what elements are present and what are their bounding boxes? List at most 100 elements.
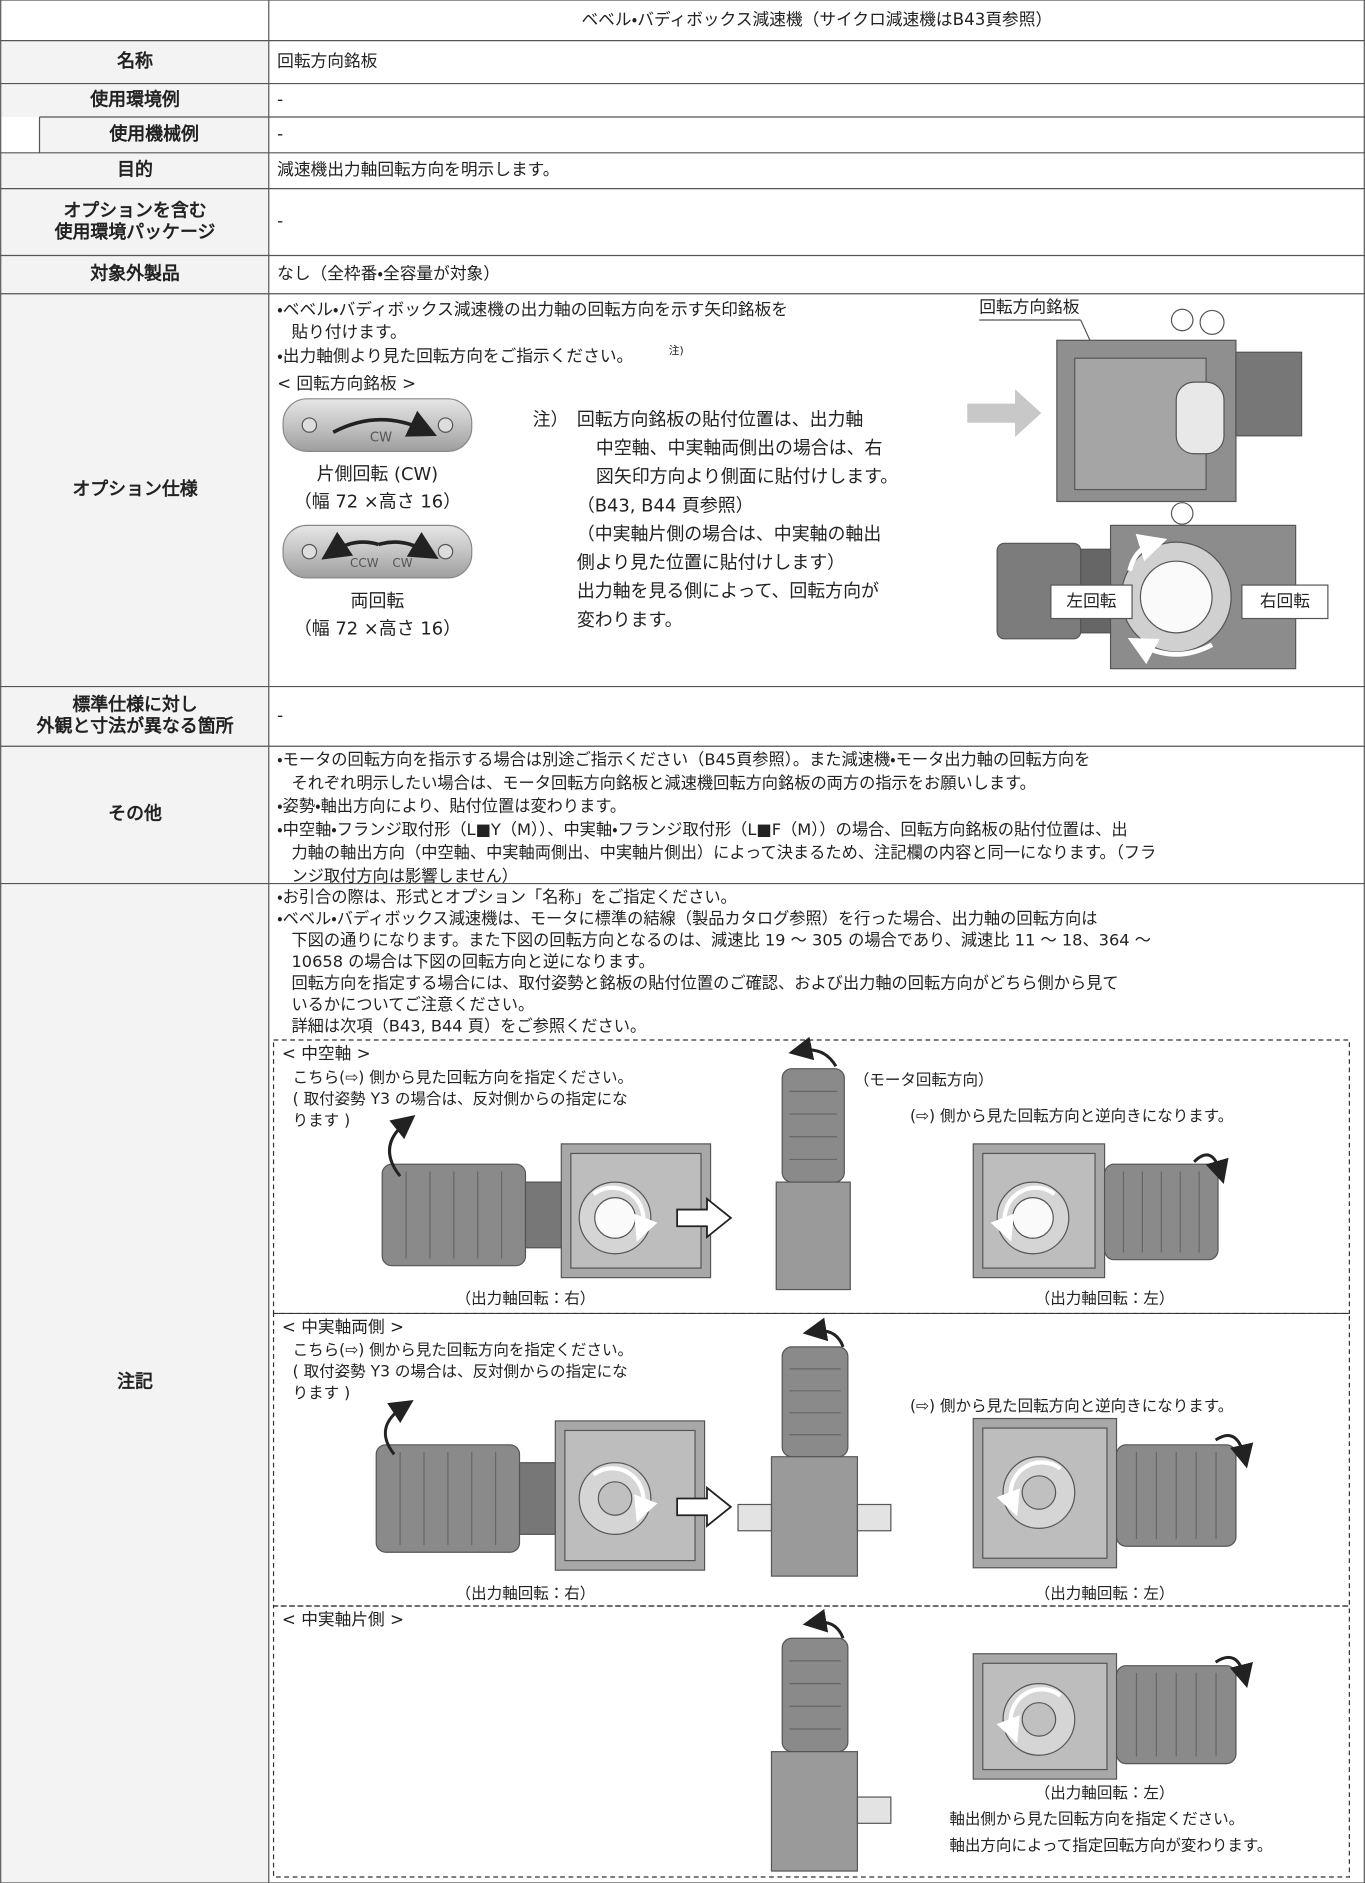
eye-bolt bbox=[1170, 502, 1194, 525]
row-value: - bbox=[277, 123, 283, 143]
note-line: 回転方向銘板の貼付位置は、出力軸 bbox=[577, 409, 864, 430]
note-line: （B43, B44 頁参照） bbox=[577, 495, 754, 516]
plate-size: （幅 72 ×高さ 16） bbox=[294, 618, 461, 639]
plate-size: （幅 72 ×高さ 16） bbox=[294, 492, 461, 513]
row-label: 目的 bbox=[117, 159, 153, 181]
plate-hole bbox=[437, 543, 454, 560]
plate-name: 片側回転 (CW) bbox=[317, 464, 438, 485]
figure-label: 回転方向銘板 bbox=[979, 297, 1080, 317]
plate-arrow bbox=[332, 410, 437, 437]
rotation-arrow bbox=[788, 1036, 838, 1068]
bullet: 貼り付けます。 bbox=[291, 322, 406, 342]
row-label: オプションを含む bbox=[63, 199, 206, 221]
rotation-arrow bbox=[1127, 533, 1168, 572]
row-value: なし（全枠番・全容量が対象） bbox=[277, 263, 500, 283]
instruction: こちら(⇨) 側から見た回転方向を指定ください。 bbox=[293, 1069, 633, 1087]
section-title: < 中実軸片側 > bbox=[282, 1609, 404, 1629]
figure-label: 左回転 bbox=[1066, 590, 1116, 610]
shaft bbox=[737, 1503, 773, 1532]
gearbox bbox=[770, 1751, 859, 1872]
row-value: - bbox=[277, 211, 283, 231]
note-line: （中実軸片側の場合は、中実軸の軸出 bbox=[577, 524, 881, 545]
output-bore bbox=[597, 1481, 633, 1516]
row-label: 外観と寸法が異なる箇所 bbox=[36, 715, 234, 737]
figure-label: 右回転 bbox=[1260, 590, 1310, 610]
row-value: - bbox=[277, 89, 283, 109]
section-title: < 中空軸 > bbox=[282, 1043, 371, 1063]
motor bbox=[1235, 351, 1303, 437]
rotation-arrow bbox=[1127, 638, 1214, 665]
sub-heading: < 回転方向銘板 > bbox=[277, 373, 416, 393]
row-label: 使用環境パッケージ bbox=[54, 222, 216, 243]
other-line: ・中空軸・フランジ取付形（L■Y（M））、中実軸・フランジ取付形（L■F（M））… bbox=[277, 820, 1127, 839]
instruction: こちら(⇨) 側から見た回転方向を指定ください。 bbox=[293, 1341, 633, 1359]
instruction: ( 取付姿勢 Y3 の場合は、反対側からの指定にな bbox=[293, 1090, 628, 1108]
rotation-arrow bbox=[996, 1687, 1062, 1744]
row-label: 注記 bbox=[117, 1371, 153, 1393]
remark-line: 10658 の場合は下図の回転方向と逆になります。 bbox=[291, 952, 654, 971]
label-box bbox=[1050, 584, 1133, 620]
row-label: 名称 bbox=[116, 50, 153, 72]
eye-bolt bbox=[1199, 309, 1225, 335]
row-label: 使用環境例 bbox=[89, 88, 180, 110]
remark-line: いるかについてご注意ください。 bbox=[291, 995, 534, 1014]
eye-bolt bbox=[1170, 308, 1194, 332]
gearbox bbox=[775, 1181, 851, 1291]
indent-space bbox=[0, 117, 40, 153]
other-line: ンジ取付方向は影響しません） bbox=[291, 867, 518, 886]
gearbox bbox=[770, 1456, 859, 1577]
row-label: オプション仕様 bbox=[72, 478, 198, 500]
instruction: ( 取付姿勢 Y3 の場合は、反対側からの指定にな bbox=[293, 1362, 628, 1380]
plate-hole bbox=[301, 417, 318, 433]
other-line: ・姿勢・軸出方向により、貼付位置は変わります。 bbox=[277, 797, 626, 816]
remark-line: 回転方向を指定する場合には、取付姿勢と銘板の貼付位置のご確認、および出力軸の回転… bbox=[291, 973, 1118, 992]
motor-direction: （モータ回転方向） bbox=[854, 1071, 994, 1089]
note-ref: 注) bbox=[669, 344, 684, 357]
caption: （出力軸回転：右） bbox=[456, 1585, 596, 1603]
view-arrow bbox=[676, 1196, 733, 1239]
output-bore bbox=[1021, 1702, 1057, 1737]
rotation-arrow bbox=[996, 1460, 1062, 1517]
row-label: 標準仕様に対し bbox=[72, 694, 197, 716]
rotation-arrow bbox=[383, 1400, 414, 1456]
row-value: - bbox=[277, 705, 283, 725]
caption: （出力軸回転：左） bbox=[1035, 1784, 1175, 1802]
instruction: 軸出側から見た回転方向を指定ください。 bbox=[949, 1810, 1244, 1828]
caption: （出力軸回転：右） bbox=[456, 1290, 596, 1308]
other-line: ・モータの回転方向を指示する場合は別途ご指示ください（B45頁参照）。また減速機… bbox=[277, 750, 1090, 769]
note-line: 中空軸、中実軸両側出の場合は、右 bbox=[596, 438, 883, 459]
row-value: 減速機出力軸回転方向を明示します。 bbox=[277, 159, 559, 179]
plate-hole bbox=[437, 417, 454, 433]
other-line: 力軸の軸出方向（中空軸、中実軸両側出、中実軸片側出）によって決まるため、注記欄の… bbox=[291, 843, 1156, 862]
instruction: ります ) bbox=[293, 1112, 351, 1130]
motor bbox=[781, 1637, 849, 1753]
caption: （出力軸回転：左） bbox=[1035, 1585, 1175, 1603]
remark-line: 詳細は次項（B43, B44 頁）をご参照ください。 bbox=[291, 1016, 646, 1035]
motor bbox=[781, 1346, 849, 1458]
label-box bbox=[1241, 584, 1329, 620]
remark-line: 下図の通りになります。また下図の回転方向となるのは、減速比 19 〜 305 の… bbox=[291, 930, 1151, 949]
bullet: ・ベベル・バディボックス減速機の出力軸の回転方向を示す矢印銘板を bbox=[277, 299, 788, 319]
remark-line: ・ベベル・バディボックス減速機は、モータに標準の結線（製品カタログ参照）を行った… bbox=[277, 909, 1097, 928]
plate-arrow bbox=[321, 531, 380, 560]
header-title: ベベル・バディボックス減速機（サイクロ減速機はB43頁参照） bbox=[581, 9, 1052, 29]
plate-name: 両回転 bbox=[351, 591, 405, 612]
rotation-arrow bbox=[1214, 1434, 1254, 1469]
view-arrow bbox=[676, 1485, 733, 1528]
row-label: 対象外製品 bbox=[89, 263, 180, 285]
plate-mark: CCW bbox=[350, 556, 379, 570]
shaft bbox=[856, 1796, 892, 1824]
shaft bbox=[856, 1503, 892, 1532]
motor bbox=[781, 1068, 845, 1183]
output-shaft bbox=[1175, 381, 1225, 455]
reverse-note: (⇨) 側から見た回転方向と逆向きになります。 bbox=[910, 1107, 1233, 1125]
plate-arrow bbox=[378, 531, 439, 560]
rotation-arrow bbox=[592, 1466, 658, 1523]
rotation-arrow bbox=[388, 1114, 416, 1178]
output-bore bbox=[1012, 1197, 1054, 1239]
other-line: それぞれ明示したい場合は、モータ回転方向銘板と減速機回転方向銘板の両方の指示をお… bbox=[291, 773, 1035, 792]
caption: （出力軸回転：左） bbox=[1035, 1290, 1175, 1308]
reverse-note: (⇨) 側から見た回転方向と逆向きになります。 bbox=[910, 1397, 1233, 1415]
rotation-arrow bbox=[802, 1608, 845, 1639]
